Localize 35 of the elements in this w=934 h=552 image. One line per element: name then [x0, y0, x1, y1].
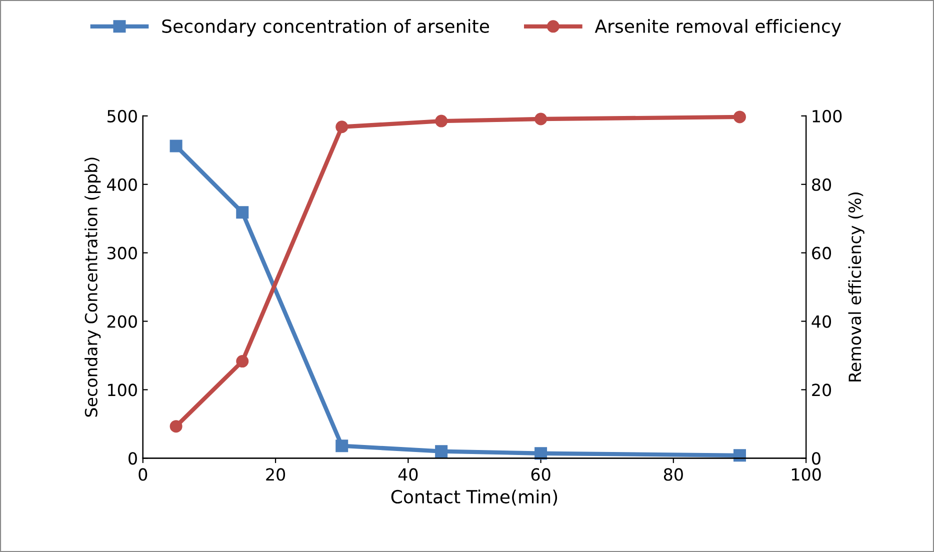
point [170, 420, 182, 433]
point [534, 447, 548, 460]
x-axis-title: Contact Time(min) [391, 490, 558, 506]
y2-tick-label: 20 [812, 384, 832, 396]
y2-tick-label: 0 [812, 452, 820, 465]
y-tick-label: 300 [108, 246, 137, 260]
x-tick-label: 0 [138, 468, 148, 481]
x-tick-label: 20 [266, 468, 286, 481]
point [170, 140, 182, 152]
x-tick-label: 60 [531, 468, 550, 481]
y2-axis-title: Removal efficiency (%) [848, 192, 864, 382]
x-tick-label: 40 [398, 468, 418, 481]
x-tick-label: 80 [664, 468, 683, 481]
y-tick-label: 400 [107, 178, 137, 191]
point [435, 114, 448, 128]
legend-label: Secondary concentration of arsenite [162, 19, 490, 36]
point [534, 112, 548, 126]
y-tick-label: 200 [107, 315, 137, 328]
y-tick-label: 100 [108, 384, 137, 396]
point [733, 110, 746, 124]
y-axis-title: Secondary Concentration (ppb) [84, 158, 101, 417]
y2-tick-label: 80 [812, 178, 832, 191]
y2-tick-label: 60 [812, 246, 832, 260]
y-tick-label: 500 [108, 110, 137, 122]
point [336, 120, 348, 134]
point [236, 355, 249, 368]
x-tick-label: 100 [792, 468, 821, 481]
point [435, 445, 448, 458]
y2-tick-label: 40 [812, 315, 832, 328]
y-tick-label: 0 [128, 452, 137, 465]
legend-label: Arsenite removal efficiency [594, 19, 842, 36]
point [733, 449, 746, 462]
y2-tick-label: 100 [812, 110, 842, 122]
point [236, 206, 249, 219]
point [336, 440, 348, 452]
